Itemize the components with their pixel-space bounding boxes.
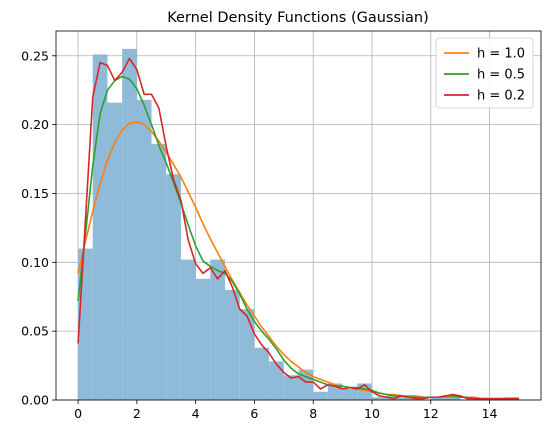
histogram-bar <box>239 309 255 400</box>
y-tick-label: 0.25 <box>21 48 49 63</box>
histogram-bar <box>283 375 299 400</box>
histogram-bar <box>371 397 387 400</box>
y-tick-label: 0.10 <box>21 255 49 270</box>
y-tick-label: 0.05 <box>21 324 49 339</box>
histogram-bar <box>386 394 402 400</box>
x-tick-label: 0 <box>74 406 82 421</box>
chart-title: Kernel Density Functions (Gaussian) <box>167 10 429 26</box>
density-line <box>77 121 519 400</box>
y-tick-label: 0.00 <box>21 393 49 408</box>
histogram-bar <box>92 54 108 401</box>
histogram-bar <box>401 397 417 400</box>
histogram-bar <box>166 174 181 400</box>
legend: h = 1.0 h = 0.5 h = 0.2 <box>435 37 534 109</box>
x-tick-label: 14 <box>482 406 498 421</box>
x-tick-label: 4 <box>192 406 200 421</box>
histogram-bar <box>122 48 137 400</box>
histogram-bar <box>445 397 461 400</box>
x-tick-label: 6 <box>250 406 258 421</box>
histogram-bar <box>210 259 226 400</box>
legend-label: h = 0.2 <box>477 89 525 104</box>
histogram-bar <box>107 102 123 400</box>
histogram-bar <box>269 361 284 400</box>
x-tick-label: 8 <box>309 406 317 421</box>
x-tick-label: 12 <box>423 406 439 421</box>
histogram-bar <box>136 99 152 400</box>
histogram-bar <box>195 278 211 400</box>
y-tick-label: 0.15 <box>21 186 49 201</box>
legend-label: h = 1.0 <box>477 47 525 62</box>
axes: 0 2 4 6 8 10 12 14 0.00 0.05 0.10 0.15 0.20 0.25 <box>21 48 497 421</box>
histogram-bar <box>342 388 358 400</box>
legend-label: h = 0.5 <box>477 68 525 83</box>
histogram-bar <box>430 397 446 400</box>
histogram-bar <box>313 391 328 400</box>
histogram <box>78 48 519 401</box>
x-tick-label: 2 <box>133 406 141 421</box>
histogram-bar <box>78 248 93 400</box>
y-tick-label: 0.20 <box>21 117 49 132</box>
histogram-bar <box>225 289 240 400</box>
histogram-bar <box>180 259 196 400</box>
density-line <box>77 57 519 400</box>
legend-box <box>435 37 534 109</box>
histogram-bar <box>151 143 167 400</box>
plot-frame <box>55 30 542 401</box>
histogram-bar <box>254 347 270 400</box>
x-tick-label: 10 <box>364 406 380 421</box>
density-curves <box>77 57 519 400</box>
